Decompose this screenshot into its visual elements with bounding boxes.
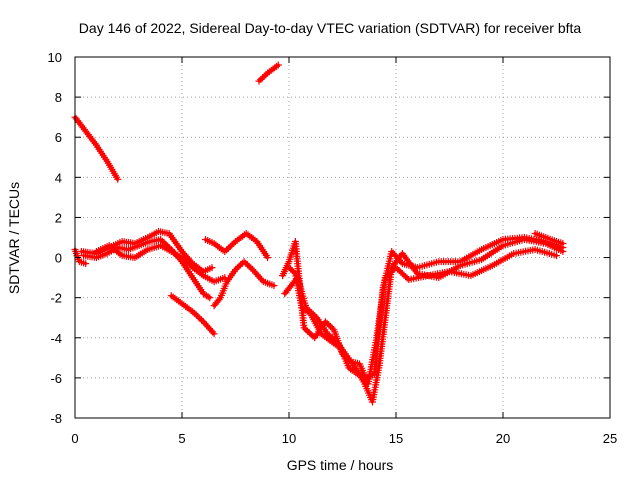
x-tick-label: 20 <box>496 431 510 446</box>
axis-ticks: 0 5 10 15 20 25 -8 -6 -4 -2 0 2 4 6 8 10 <box>48 50 618 446</box>
plus-markers <box>531 230 567 247</box>
plus-markers <box>167 292 218 338</box>
y-tick-label: 2 <box>55 210 62 225</box>
x-tick-label: 15 <box>389 431 403 446</box>
plot-frame <box>74 56 611 419</box>
y-tick-label: -6 <box>50 371 62 386</box>
series-track-2 <box>255 61 282 85</box>
series-track-9 <box>210 258 278 310</box>
series-track-12 <box>279 238 560 388</box>
y-axis-label: SDTVAR / TECUs <box>6 182 22 294</box>
series-track-1 <box>71 113 122 183</box>
data-series <box>71 61 567 406</box>
y-tick-label: 8 <box>55 90 62 105</box>
y-tick-label: -8 <box>50 411 62 426</box>
series-track-7 <box>167 292 218 338</box>
plus-markers <box>279 238 560 388</box>
series-track-6 <box>92 242 229 286</box>
y-tick-label: 6 <box>55 130 62 145</box>
series-track-13 <box>531 230 567 247</box>
plus-markers <box>202 230 272 262</box>
y-tick-label: 4 <box>55 170 62 185</box>
x-tick-label: 5 <box>178 431 185 446</box>
x-tick-label: 10 <box>282 431 296 446</box>
y-tick-label: -4 <box>50 331 62 346</box>
chart-title: Day 146 of 2022, Sidereal Day-to-day VTE… <box>79 20 582 36</box>
x-tick-label: 25 <box>603 431 617 446</box>
x-tick-label: 0 <box>71 431 78 446</box>
x-axis-label: GPS time / hours <box>287 457 394 473</box>
plus-markers <box>210 258 278 310</box>
y-tick-label: -2 <box>50 291 62 306</box>
y-tick-label: 10 <box>48 50 62 65</box>
y-tick-label: 0 <box>55 251 62 266</box>
series-track-8 <box>202 230 272 262</box>
plus-markers <box>92 242 229 286</box>
plus-markers <box>255 61 282 85</box>
